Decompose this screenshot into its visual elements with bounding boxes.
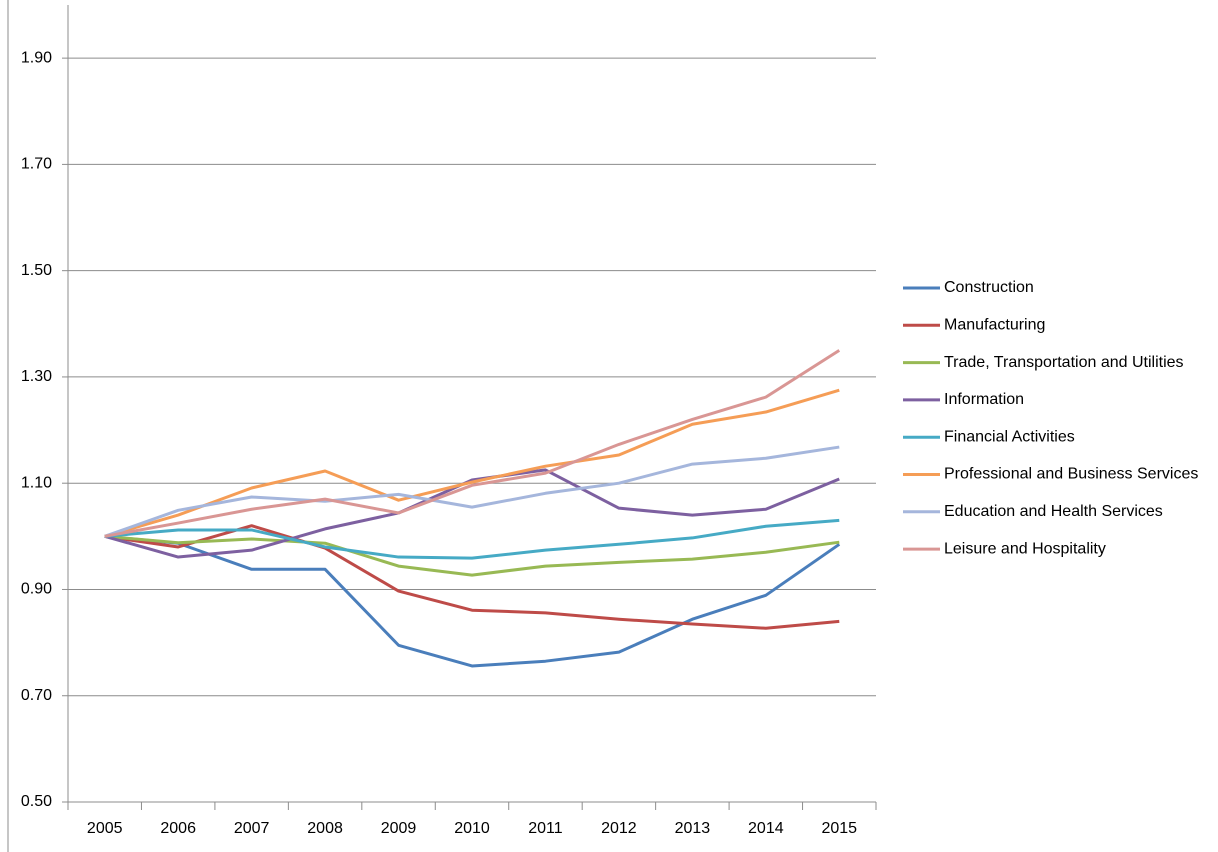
series-line <box>104 518 840 560</box>
y-tick-label: 1.10 <box>21 474 52 491</box>
series-line <box>104 524 840 630</box>
series-line <box>104 388 840 538</box>
legend-label: Trade, Transportation and Utilities <box>944 354 1184 371</box>
x-tick-label: 2015 <box>821 820 857 837</box>
series-line <box>104 534 840 577</box>
series-line <box>104 534 841 668</box>
x-tick-label: 2011 <box>528 820 563 837</box>
y-tick-label: 0.50 <box>21 793 52 810</box>
x-tick-label: 2007 <box>234 820 270 837</box>
series-line <box>104 445 840 538</box>
x-tick-label: 2005 <box>87 820 123 837</box>
y-tick-label: 1.50 <box>21 262 52 279</box>
x-tick-label: 2014 <box>748 820 784 837</box>
series-line <box>104 349 841 538</box>
x-tick-label: 2010 <box>454 820 490 837</box>
legend-label: Financial Activities <box>944 428 1075 445</box>
y-tick-label: 0.70 <box>21 687 52 704</box>
legend-label: Manufacturing <box>944 317 1045 334</box>
x-tick-label: 2009 <box>381 820 417 837</box>
legend-label: Leisure and Hospitality <box>944 540 1106 557</box>
legend-label: Information <box>944 391 1024 408</box>
legend-label: Professional and Business Services <box>944 466 1198 483</box>
y-tick-label: 1.30 <box>21 368 52 385</box>
legend-label: Construction <box>944 279 1034 296</box>
x-tick-label: 2012 <box>601 820 637 837</box>
x-tick-label: 2006 <box>160 820 196 837</box>
series-line <box>104 468 840 559</box>
y-tick-label: 0.90 <box>21 581 52 598</box>
x-tick-label: 2008 <box>307 820 343 837</box>
x-tick-label: 2013 <box>675 820 711 837</box>
y-tick-label: 1.90 <box>21 49 52 66</box>
y-tick-label: 1.70 <box>21 156 52 173</box>
legend-label: Education and Health Services <box>944 503 1163 520</box>
